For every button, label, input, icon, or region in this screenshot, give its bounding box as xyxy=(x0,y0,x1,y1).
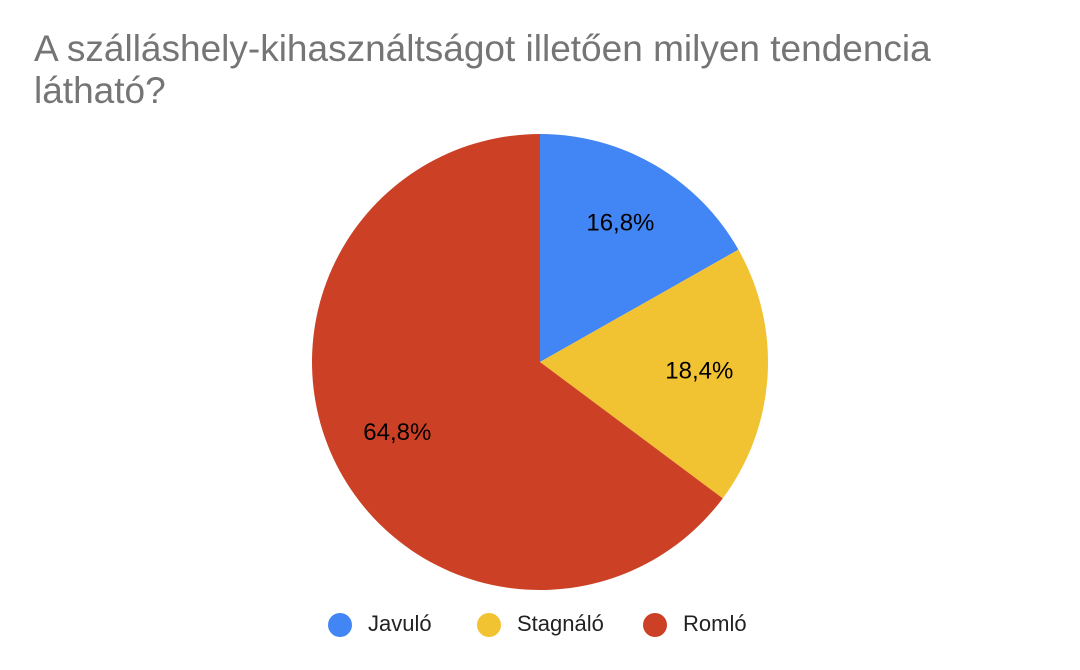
legend-label: Romló xyxy=(683,611,747,636)
pie-slice xyxy=(540,249,769,499)
data-label: 18,4% xyxy=(665,357,733,384)
data-label: 64,8% xyxy=(363,419,431,446)
chart-title: A szálláshely-kihasználtságot illetően m… xyxy=(34,28,931,111)
legend-marker xyxy=(328,613,352,637)
data-label: 16,8% xyxy=(586,209,654,236)
legend-label: Javuló xyxy=(368,611,432,636)
legend-marker xyxy=(643,613,667,637)
pie-slice xyxy=(540,134,739,362)
legend-marker xyxy=(477,613,501,637)
pie-slice xyxy=(312,134,723,590)
legend-label: Stagnáló xyxy=(517,611,604,636)
